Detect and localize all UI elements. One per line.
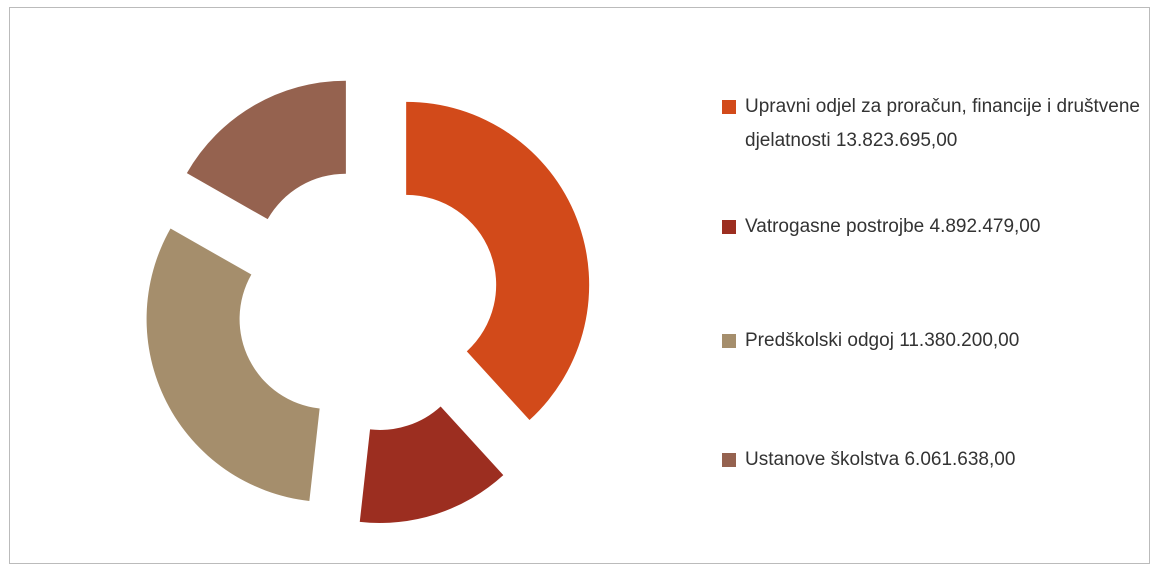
legend-label: Ustanove školstva [745,449,900,470]
legend-swatch [722,334,736,348]
legend-swatch [722,220,736,234]
donut-segment [359,406,504,523]
legend-entry: Upravni odjel za proračun, financije i d… [722,90,1142,158]
legend-entry: Predškolski odgoj 11.380.200,00 [722,324,1142,358]
donut-segment [186,80,346,220]
donut-segment [146,228,320,501]
legend-swatch [722,100,736,114]
legend-value: 6.061.638,00 [904,449,1016,470]
legend-swatch [722,453,736,467]
legend-entry: Ustanove školstva 6.061.638,00 [722,443,1142,477]
legend-entry: Vatrogasne postrojbe 4.892.479,00 [722,210,1142,244]
legend-label: Upravni odjel za proračun, financije i d… [745,96,1140,151]
legend-label: Vatrogasne postrojbe [745,216,925,237]
donut-segment [406,101,590,421]
frame [9,7,1150,564]
legend-value: 4.892.479,00 [929,216,1041,237]
legend-label: Predškolski odgoj [745,330,894,351]
legend-value: 11.380.200,00 [899,330,1020,351]
legend-value: 13.823.695,00 [835,130,958,151]
